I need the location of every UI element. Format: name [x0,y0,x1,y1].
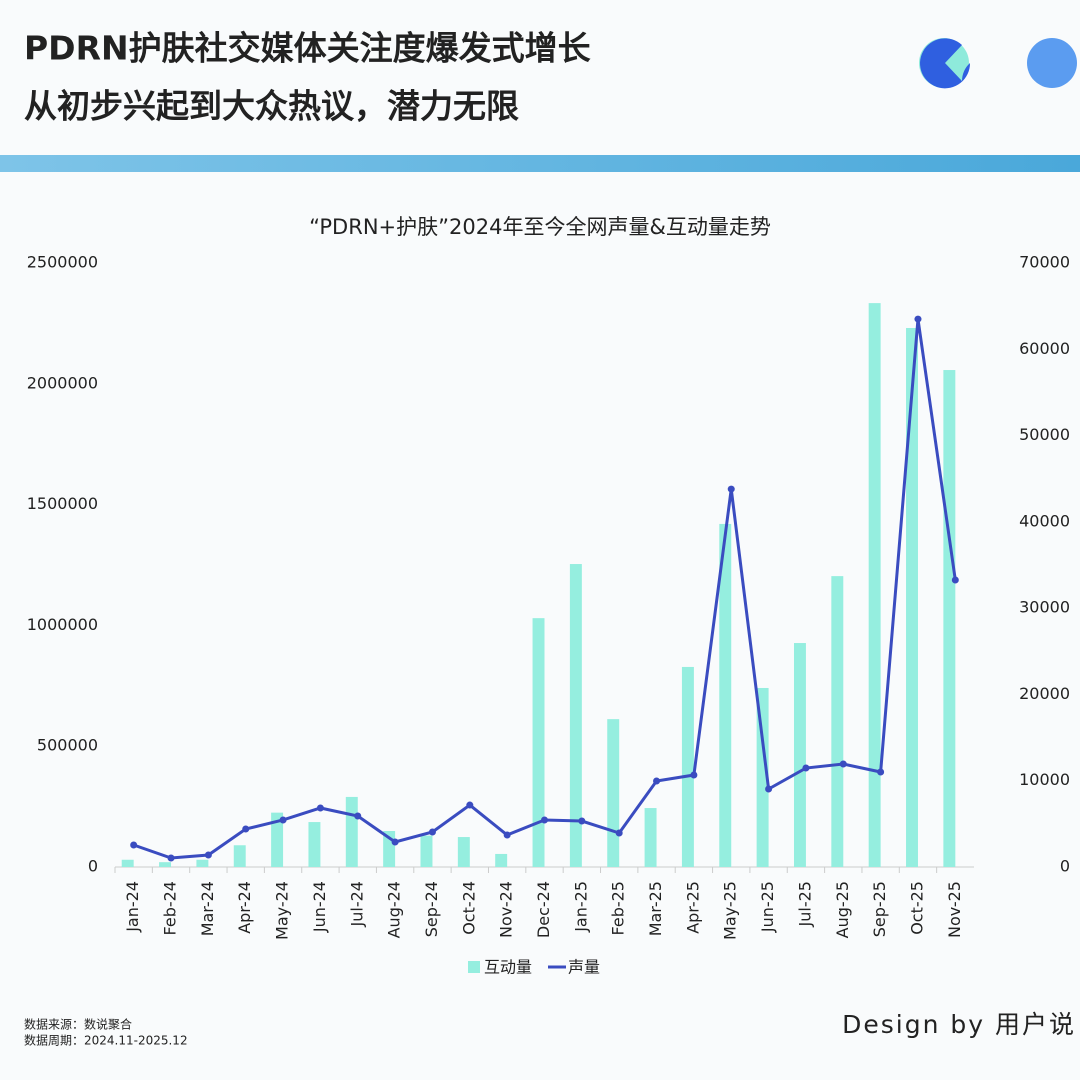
x-tick-label: Oct-24 [459,881,478,935]
y-tick-label: 2000000 [27,373,98,392]
x-tick-label: Apr-24 [235,881,254,934]
y2-tick-label: 10000 [1019,770,1070,789]
line-marker [578,817,586,825]
bar [308,822,321,867]
bar [532,618,545,867]
bar [196,859,209,867]
y2-tick-label: 70000 [1019,253,1070,272]
bar [831,576,844,867]
x-tick-label: Jul-24 [347,881,366,927]
x-tick-label: Jun-25 [758,881,777,933]
legend-label: 互动量 [484,958,532,977]
period: 数据周期：2024.11-2025.12 [24,1033,188,1048]
bar [457,837,470,867]
y2-tick-label: 40000 [1019,511,1070,530]
line-marker [877,768,885,776]
credit: Design by 用户说 [842,1010,1076,1039]
y-tick-label: 1000000 [27,615,98,634]
y2-tick-label: 30000 [1019,598,1070,617]
x-tick-label: Mar-24 [198,881,217,936]
y2-tick-label: 60000 [1019,339,1070,358]
bar [868,303,881,867]
source: 数据来源：数说聚合 [24,1017,132,1032]
line-marker [466,801,474,809]
bar [569,564,582,867]
x-tick-label: Feb-25 [609,881,628,935]
legend-label: 声量 [568,958,600,977]
x-tick-label: May-25 [721,881,740,940]
line-marker [653,777,661,785]
line-marker [727,485,735,493]
bar [906,327,918,868]
bar [271,812,284,867]
line-marker [690,771,698,779]
bar [233,845,246,867]
line-marker [802,764,810,772]
y-tick-label: 1500000 [27,494,98,513]
x-tick-label: May-24 [273,881,292,940]
line-marker [242,825,250,833]
y-tick-label: 500000 [37,736,98,755]
bar [495,853,508,867]
y-tick-label: 2500000 [27,253,98,272]
bar [756,687,769,867]
bar [420,835,433,867]
x-tick-label: Oct-25 [907,881,926,935]
logo [919,38,1077,89]
y2-tick-label: 20000 [1019,684,1070,703]
bar [719,523,732,867]
bar [345,796,358,867]
x-tick-label: Nov-24 [497,881,516,938]
x-tick-label: Feb-24 [161,881,180,935]
line-marker [130,841,138,849]
chart-title: “PDRN+护肤”2024年至今全网声量&互动量走势 [309,215,771,239]
x-tick-label: Dec-24 [534,881,553,938]
x-tick-label: Mar-25 [646,881,665,936]
x-tick-label: Aug-25 [833,881,852,938]
bar [121,859,134,867]
line-marker [839,760,847,768]
line-marker [167,854,175,862]
bar [159,862,172,867]
bar [943,370,956,867]
bar [607,719,620,867]
title-line: 从初步兴起到大众热议，潜力无限 [24,87,519,126]
line-marker [391,838,399,846]
bar [681,666,694,867]
x-tick-label: Aug-24 [385,881,404,938]
bar [644,808,657,867]
x-tick-label: Jan-24 [123,881,142,933]
line-marker [951,576,959,584]
line-marker [204,851,212,859]
x-tick-label: Nov-25 [945,881,964,938]
line-marker [354,812,362,820]
y2-tick-label: 0 [1060,857,1070,876]
x-tick-label: Jan-25 [571,881,590,933]
line-marker [428,828,436,836]
header-band [0,155,1080,172]
line-marker [765,785,773,793]
x-tick-label: Jul-25 [795,881,814,927]
x-tick-label: Apr-25 [683,881,702,934]
y-tick-label: 0 [88,857,98,876]
x-tick-label: Sep-24 [422,881,441,937]
line-marker [503,831,511,839]
line-marker [316,804,324,812]
bar [383,831,396,867]
legend-swatch [468,961,480,973]
y2-tick-label: 50000 [1019,425,1070,444]
line-marker [615,829,623,837]
x-tick-label: Jun-24 [310,881,329,933]
line-marker [914,315,922,323]
x-tick-label: Sep-25 [870,881,889,937]
bar [793,643,806,867]
title-line: PDRN护肤社交媒体关注度爆发式增长 [24,29,591,68]
line-marker [541,816,548,824]
line-marker [279,816,287,824]
